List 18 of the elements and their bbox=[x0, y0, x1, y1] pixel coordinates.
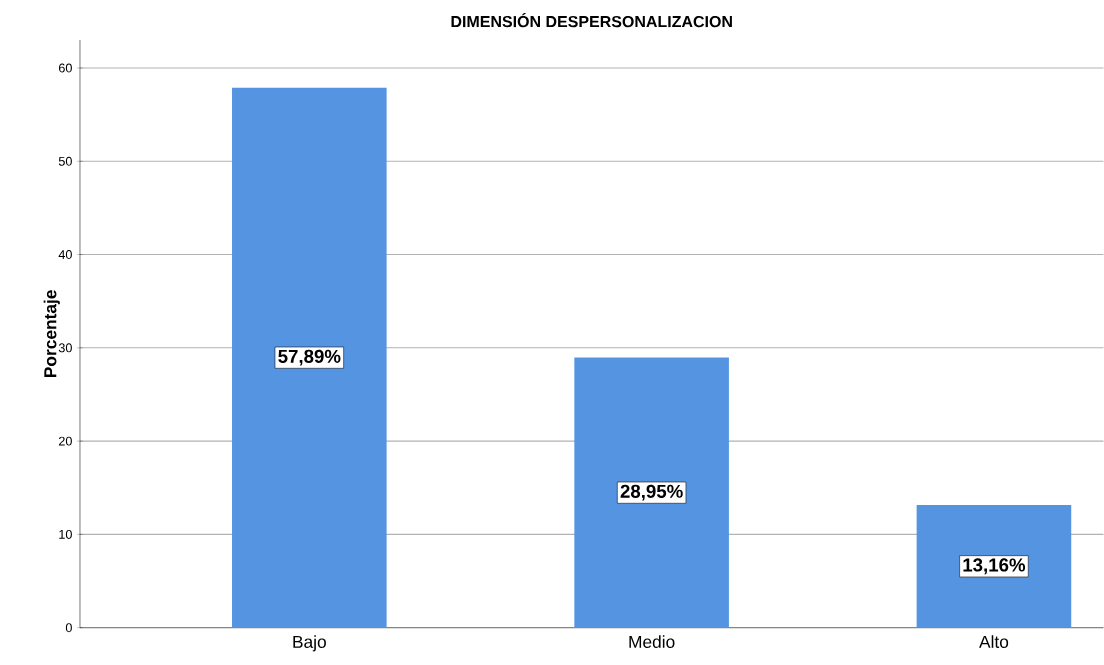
y-tick-label: 10 bbox=[59, 530, 72, 540]
bar bbox=[232, 87, 387, 628]
x-tick-label: Alto bbox=[979, 635, 1009, 649]
y-tick-label: 50 bbox=[58, 156, 72, 166]
y-tick-label: 0 bbox=[65, 623, 72, 633]
bar bbox=[574, 357, 729, 628]
data-label: 28,95% bbox=[620, 484, 683, 501]
chart-title: DIMENSIÓN DESPERSONALIZACION bbox=[451, 13, 732, 28]
y-tick-label: 60 bbox=[58, 63, 72, 73]
x-tick-label: Bajo bbox=[293, 635, 326, 652]
y-tick-label: 40 bbox=[58, 250, 72, 260]
y-tick-label: 20 bbox=[58, 436, 72, 446]
data-label: 57,89% bbox=[278, 349, 341, 366]
bar bbox=[916, 505, 1072, 628]
data-label: 13,16% bbox=[963, 558, 1026, 575]
y-axis-title: Porcentaje bbox=[43, 290, 60, 378]
x-tick-label: Medio bbox=[629, 635, 675, 649]
y-tick-label: 30 bbox=[58, 343, 72, 353]
